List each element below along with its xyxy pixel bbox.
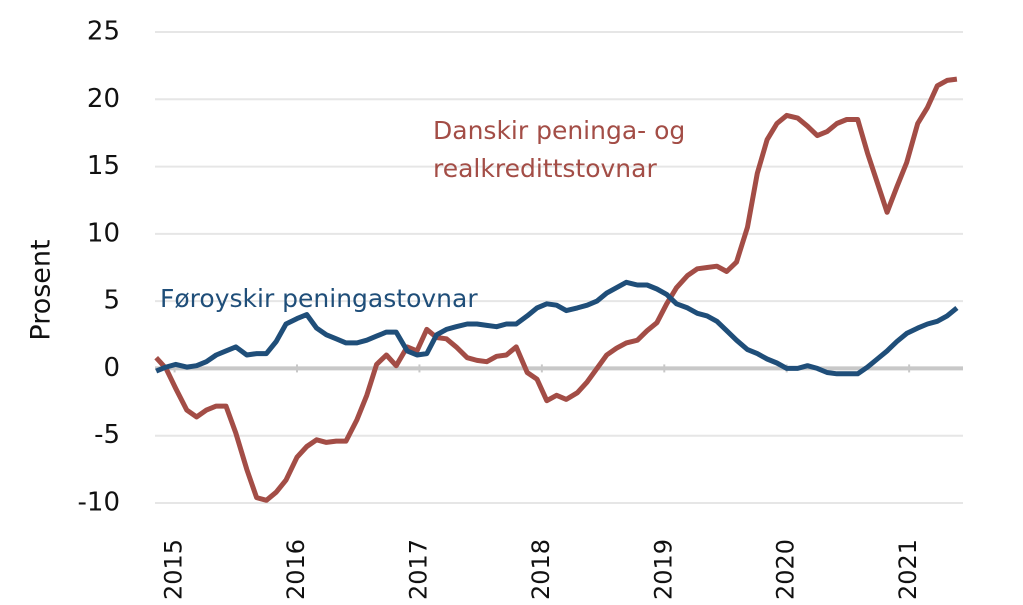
y-tick-label: 5	[103, 286, 120, 316]
x-tick-label: 2020	[772, 539, 800, 600]
y-tick-label: 0	[103, 353, 120, 383]
series-label: Føroyskir peningastovnar	[160, 284, 478, 313]
y-tick-label: 15	[87, 151, 120, 181]
x-tick-label: 2021	[894, 539, 922, 600]
line-series	[155, 279, 959, 377]
x-tick-label: 2018	[527, 539, 555, 600]
x-tick-label: 2016	[282, 539, 310, 600]
x-tick-label: 2017	[404, 539, 432, 600]
series-label: Danskir peninga- og	[433, 116, 685, 145]
y-tick-label: 25	[87, 17, 120, 47]
y-tick-label: 10	[87, 218, 120, 248]
y-tick-label: -10	[78, 488, 120, 518]
x-tick-label: 2015	[160, 539, 188, 600]
y-tick-label: 20	[87, 84, 120, 114]
x-tick-label: 2019	[649, 539, 677, 600]
line-series	[154, 76, 958, 503]
y-tick-label: -5	[94, 420, 120, 450]
y-axis-label: Prosent	[26, 239, 57, 340]
series-label: realkredittstovnar	[433, 154, 657, 183]
